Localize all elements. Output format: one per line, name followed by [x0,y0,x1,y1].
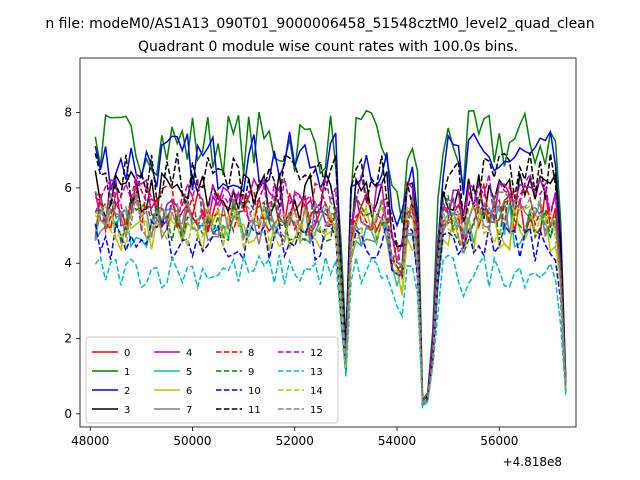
series-line-15 [94,190,567,407]
axes: 48000 50000 52000 54000 56000 0 2 4 6 8 [64,57,577,448]
legend-box [85,336,339,424]
series-line-6 [94,205,567,408]
legend-label-2: 2 [124,386,130,397]
legend-label-15: 15 [310,405,323,416]
chart-title: Quadrant 0 module wise count rates with … [138,39,518,55]
legend-label-4: 4 [186,348,192,359]
series-line-2 [94,129,567,405]
x-offset-label: +4.818e8 [503,455,562,469]
legend-label-3: 3 [124,405,130,416]
legend-label-6: 6 [186,386,192,397]
series-line-8 [94,181,567,405]
legend-label-5: 5 [186,367,192,378]
legend-label-10: 10 [248,386,261,397]
legend-label-13: 13 [310,367,323,378]
x-tick-label: 52000 [276,434,314,448]
legend-label-11: 11 [248,405,261,416]
x-tick-label: 50000 [173,434,211,448]
legend-label-9: 9 [248,367,254,378]
x-tick-label: 54000 [378,434,416,448]
figure-suptitle: n file: modeM0/AS1A13_090T01_9000006458_… [45,16,594,32]
series-line-13 [94,253,567,409]
y-tick-label: 8 [64,106,72,120]
legend-label-1: 1 [124,367,130,378]
y-tick-label: 0 [64,407,72,421]
y-tick-label: 2 [64,332,72,346]
legend-label-0: 0 [124,348,130,359]
y-tick-label: 6 [64,181,72,195]
legend-label-14: 14 [310,386,323,397]
legend-label-12: 12 [310,348,323,359]
legend-label-8: 8 [248,348,254,359]
axes-frame [79,57,577,428]
plot-area [94,109,567,409]
series-line-14 [94,201,567,406]
series-line-11 [94,152,567,406]
legend-label-7: 7 [186,405,192,416]
series-line-3 [94,169,567,406]
x-tick-label: 48000 [71,434,109,448]
series-line-1 [94,109,567,403]
x-tick-label: 56000 [480,434,518,448]
y-tick-label: 4 [64,256,72,270]
series-line-10 [94,218,567,407]
